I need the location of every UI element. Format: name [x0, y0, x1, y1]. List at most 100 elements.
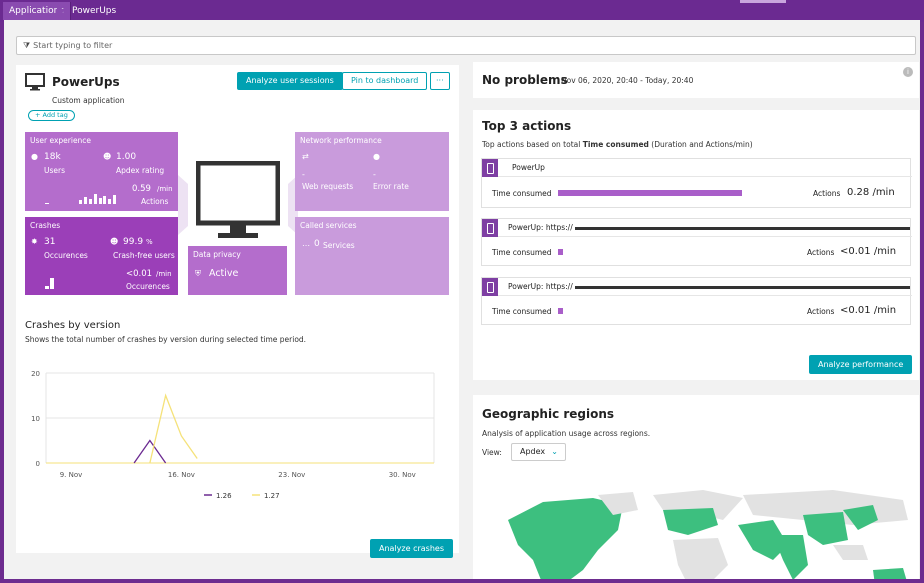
action-row[interactable]: PowerUp: https:// Time consumed Actions …: [481, 218, 912, 266]
x-tick-label: 23. Nov: [278, 471, 305, 479]
network-performance-tile[interactable]: Network performance ⇄ - Web requests ● -…: [295, 132, 449, 211]
info-icon[interactable]: i: [903, 67, 913, 77]
data-privacy-title: Data privacy: [193, 250, 241, 259]
add-tag-button[interactable]: + Add tag: [28, 110, 75, 121]
crash-free-value: 99.9: [123, 237, 144, 247]
filter-placeholder: Start typing to filter: [33, 41, 113, 50]
subtitle-bold: Time consumed: [582, 140, 649, 149]
user-experience-title: User experience: [30, 136, 92, 145]
actions-label: Actions: [141, 197, 169, 206]
action-row[interactable]: PowerUp: https:// Time consumed Actions …: [481, 277, 912, 325]
mobile-icon: [482, 219, 498, 237]
time-consumed-bar: [558, 190, 742, 196]
monitor-icon: [25, 73, 45, 91]
user-icon: ●: [31, 152, 38, 161]
chevron-down-icon: ⌄: [551, 447, 558, 456]
apdex-sparkline: [103, 190, 133, 204]
shield-icon: ⛨: [195, 269, 201, 278]
action-row-header: PowerUp: [482, 159, 912, 177]
actions-value: <0.01 /min: [840, 246, 897, 257]
data-privacy-status: Active: [209, 268, 239, 279]
breadcrumb-current[interactable]: PowerUps: [72, 6, 117, 16]
smiley-icon: ☻: [103, 152, 112, 161]
analyze-crashes-button[interactable]: Analyze crashes: [370, 539, 453, 558]
action-name: PowerUp: https://: [508, 223, 573, 232]
x-tick-label: 16. Nov: [168, 471, 195, 479]
monitor-illustration-icon: [196, 161, 280, 238]
legend-label: 1.27: [264, 492, 280, 500]
crash-rate-label: Occurences: [126, 282, 170, 291]
crash-icon: ✸: [31, 237, 38, 246]
actions-label: Actions: [813, 189, 841, 198]
time-consumed-label: Time consumed: [492, 248, 552, 257]
action-name: PowerUp: https://: [508, 282, 573, 291]
redacted-url: [575, 227, 910, 230]
breadcrumb-separator: [57, 2, 64, 20]
services-value: 0: [314, 239, 320, 249]
series-line-1.27: [149, 393, 198, 464]
redacted-url: [575, 286, 910, 289]
mobile-icon: [482, 159, 498, 177]
actions-value: 0.59: [132, 184, 151, 194]
top-actions-subtitle: Top actions based on total Time consumed…: [482, 140, 753, 149]
top-actions-card: Top 3 actions Top actions based on total…: [473, 110, 919, 380]
crashes-title: Crashes: [30, 221, 61, 230]
geo-subtitle: Analysis of application usage across reg…: [482, 429, 651, 438]
top-actions-title: Top 3 actions: [482, 119, 572, 133]
crash-rate-unit: /min: [156, 270, 172, 278]
actions-label: Actions: [807, 307, 835, 316]
crashes-tile[interactable]: Crashes ✸ 31 Occurences ☻ 99.9 % Crash-f…: [25, 217, 178, 295]
actions-label: Actions: [807, 248, 835, 257]
view-select-value: Apdex: [520, 447, 546, 456]
y-tick-label: 10: [31, 415, 40, 423]
users-value: 18k: [44, 152, 61, 162]
time-consumed-bar: [558, 249, 563, 255]
data-privacy-tile[interactable]: Data privacy ⛨ Active: [188, 246, 287, 295]
users-sparkline: [45, 190, 102, 204]
actions-value: <0.01 /min: [840, 305, 897, 316]
web-requests-value: -: [302, 170, 305, 179]
apdex-value: 1.00: [116, 152, 137, 162]
crash-occurrences-label: Occurences: [44, 251, 88, 260]
legend-label: 1.26: [216, 492, 232, 500]
breadcrumb-applications[interactable]: Applications: [3, 2, 71, 20]
user-experience-tile[interactable]: User experience ● 18k Users ☻ 1.00 Apdex…: [25, 132, 178, 211]
application-overview-card: PowerUps Custom application + Add tag An…: [16, 65, 459, 558]
problems-card: No problems Nov 06, 2020, 20:40 - Today,…: [473, 62, 919, 98]
error-icon: ●: [373, 152, 380, 161]
pin-to-dashboard-button[interactable]: Pin to dashboard: [342, 72, 428, 90]
crash-free-unit: %: [146, 238, 153, 246]
apdex-label: Apdex rating: [116, 166, 165, 175]
more-options-button[interactable]: ···: [430, 72, 450, 90]
x-tick-label: 9. Nov: [60, 471, 83, 479]
view-label: View:: [482, 448, 502, 457]
mobile-icon: [482, 278, 498, 296]
series-line-1.26: [133, 439, 167, 464]
problems-title: No problems: [482, 73, 568, 87]
action-row[interactable]: PowerUp Time consumed Actions 0.28 /min: [481, 158, 912, 208]
called-services-tile[interactable]: Called services ⋯ 0 Services: [295, 217, 449, 295]
actions-unit: /min: [157, 185, 173, 193]
connector-left: [178, 175, 188, 235]
action-row-header: PowerUp: https://: [482, 278, 912, 296]
filter-icon: ⧩: [23, 41, 31, 50]
app-type: Custom application: [52, 96, 125, 105]
time-consumed-label: Time consumed: [492, 189, 552, 198]
geographic-regions-card: Geographic regions Analysis of applicati…: [473, 395, 919, 579]
crash-occurrences-value: 31: [44, 237, 56, 247]
world-map[interactable]: [503, 490, 913, 579]
time-consumed-label: Time consumed: [492, 307, 552, 316]
filter-input[interactable]: ⧩ Start typing to filter: [16, 36, 916, 55]
subtitle-pre: Top actions based on total: [482, 140, 583, 149]
view-select[interactable]: Apdex ⌄: [511, 443, 566, 461]
crash-rate-value: <0.01: [126, 269, 153, 279]
crash-free-label: Crash-free users: [113, 251, 175, 260]
crashes-chart-subtitle: Shows the total number of crashes by ver…: [25, 335, 307, 344]
crashes-by-version-chart: 0 10 20 9. Nov 16. Nov 23. Nov 30. Nov 1.26 1.27: [31, 370, 435, 500]
analyze-performance-button[interactable]: Analyze performance: [809, 355, 913, 374]
problems-range: Nov 06, 2020, 20:40 - Today, 20:40: [561, 76, 694, 85]
analyze-user-sessions-button[interactable]: Analyze user sessions: [237, 72, 343, 90]
time-consumed-bar: [558, 308, 563, 314]
x-tick-label: 30. Nov: [389, 471, 416, 479]
subtitle-post: (Duration and Actions/min): [648, 140, 753, 149]
